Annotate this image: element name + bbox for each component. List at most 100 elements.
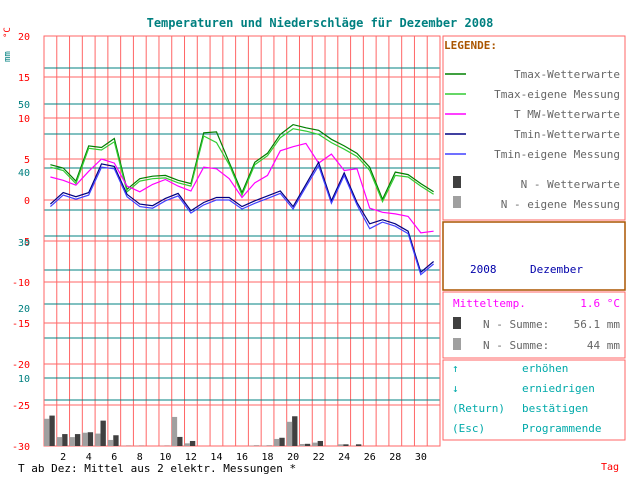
precip-bar-wetterwarte [189,440,196,446]
legend-item-label: Tmax-eigene Messung [494,88,620,101]
precip-bar-wetterwarte [74,434,81,446]
precip-bar-eigene [184,443,190,446]
controls-box [442,359,626,441]
series-line-tmax-wetterwarte [50,123,434,201]
sum1-value: 56.1 mm [574,318,621,331]
x-tick-label: 6 [111,452,117,463]
legend-item-label: Tmax-Wetterwarte [514,68,620,81]
precip-bar-wetterwarte [49,415,55,446]
mean-label: Mitteltemp. [453,297,526,310]
x-tick-label: 4 [86,452,92,463]
temp-tick-label: -10 [12,278,30,289]
precip-bar-eigene [82,432,88,446]
series-line-t-mw-wetterwarte [50,142,434,234]
legend-title: LEGENDE: [444,39,497,52]
precip-bar-wetterwarte [343,444,349,446]
precip-tick-label: 20 [18,304,30,315]
precip-tick-label: 50 [18,100,30,111]
x-tick-label: 10 [159,452,171,463]
unit-deg: °C [3,27,13,38]
temp-tick-label: 15 [18,73,30,84]
x-tick-label: 16 [236,452,248,463]
control-action: bestätigen [522,402,588,415]
precip-bar-eigene [337,444,344,446]
precip-bar-eigene [107,439,114,446]
legend-item-label: T MW-Wetterwarte [514,108,620,121]
period-year: 2008 [470,263,497,276]
precip-bar-wetterwarte [292,416,298,446]
chart-title: Temperaturen und Niederschläge für Dezem… [147,16,494,30]
control-action: Programmende [522,422,601,435]
series-line-tmin-eigene-messung [49,164,434,276]
precip-bar-eigene [95,433,101,446]
precip-bar-wetterwarte [317,440,324,446]
plot-frame [43,35,441,447]
temp-tick-label: 20 [18,32,30,43]
temp-tick-label: -20 [12,360,30,371]
x-tick-label: 2 [60,452,66,463]
x-tick-label: 22 [313,452,325,463]
precip-bar-eigene [171,416,178,446]
sum2-swatch [453,338,461,350]
stats-box [442,291,626,359]
control-key: (Return) [452,402,505,415]
sum2-value: 44 mm [587,339,620,352]
precip-bar-wetterwarte [87,432,94,446]
sum2-label: N - Summe: [483,339,549,352]
temp-tick-label: -5 [18,237,30,248]
x-tick-label: 18 [262,452,274,463]
x-tick-label: 20 [287,452,299,463]
precip-bar-eigene [69,437,75,446]
legend-item-label: N - Wetterwarte [521,178,620,191]
precip-tick-label: 40 [18,168,30,179]
control-key: ↑ [452,362,459,375]
precip-bar-wetterwarte [279,437,285,446]
legend-bar-swatch [453,176,461,188]
precip-bar-eigene [299,443,305,446]
period-box [442,221,626,291]
legend-item-label: N - eigene Messung [501,198,620,211]
x-tick-label: 28 [389,452,401,463]
sum1-swatch [453,317,461,329]
precip-bar-wetterwarte [304,443,311,446]
precip-bar-eigene [56,437,63,446]
control-action: erhöhen [522,362,568,375]
legend-bar-swatch [453,196,461,208]
x-tick-label: 8 [137,452,143,463]
x-tick-label: 14 [210,452,222,463]
precip-bar-wetterwarte [177,436,183,446]
temp-tick-label: -25 [12,401,30,412]
x-axis-label: Tag [601,462,619,473]
footnote: T ab Dez: Mittel aus 2 elektr. Messungen… [18,462,296,475]
temp-tick-label: 0 [24,196,30,207]
series-line-tmin-wetterwarte [49,160,434,274]
series-line-tmax-eigene-messung [50,128,434,204]
temp-tick-label: 5 [24,155,30,166]
control-action: erniedrigen [522,382,595,395]
precip-tick-label: 10 [18,374,30,385]
precip-bar-wetterwarte [113,435,119,446]
legend-box [442,35,626,221]
precip-tick-label: 30 [18,238,30,249]
legend-item-label: Tmin-eigene Messung [494,148,620,161]
precip-bar-eigene [44,418,50,446]
unit-mm: mm [3,51,13,62]
control-key: (Esc) [452,422,485,435]
precip-bar-eigene [286,421,293,446]
x-tick-label: 26 [364,452,376,463]
sum1-label: N - Summe: [483,318,549,331]
x-tick-label: 24 [338,452,350,463]
temp-tick-label: -30 [12,442,30,453]
mean-value: 1.6 °C [580,297,620,310]
precip-bar-wetterwarte [355,444,362,446]
control-key: ↓ [452,382,459,395]
legend-item-label: Tmin-Wetterwarte [514,128,620,141]
temp-tick-label: -15 [12,319,30,330]
precip-bar-eigene [273,438,280,446]
temp-tick-label: 10 [18,114,30,125]
precip-bar-eigene [312,442,318,446]
x-tick-label: 30 [415,452,427,463]
precip-bar-wetterwarte [62,434,68,446]
period-month: Dezember [530,263,583,276]
